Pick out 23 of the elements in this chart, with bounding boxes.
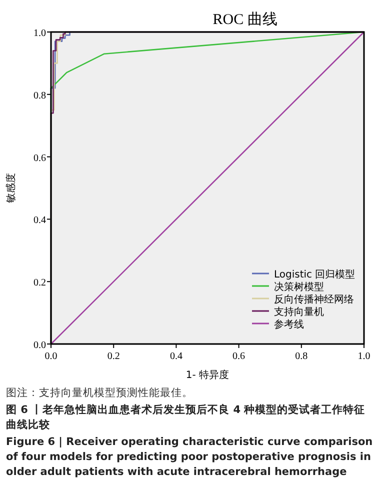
legend-label: 参考线 xyxy=(274,318,304,330)
y-tick-label: 0.0 xyxy=(34,340,46,351)
y-tick-label: 0.4 xyxy=(34,215,46,226)
y-tick-label: 0.8 xyxy=(34,90,46,102)
x-tick-label: 0.2 xyxy=(107,351,120,362)
caption: Figure 6 | Receiver operating characteristic curve comparison of four models for predicting poor postoperative prognosis in older adult patients with acute intracerebral hemorrhage xyxy=(6,435,374,480)
x-axis-title: 1- 特异度 xyxy=(186,369,230,381)
legend-label: 决策树模型 xyxy=(274,281,324,293)
x-tick-label: 1.0 xyxy=(358,351,370,362)
x-tick-label: 0.0 xyxy=(44,351,58,362)
x-tick-label: 0.8 xyxy=(295,351,308,362)
caption: 图 6 丨老年急性脑出血患者术后发生预后不良 4 种模型的受试者工作特征曲线比较 xyxy=(6,403,366,433)
text: 图注：支持向量机模型预测性能最佳。 xyxy=(6,386,194,401)
x-tick-label: 0.4 xyxy=(170,351,182,362)
x-tick-label: 0.6 xyxy=(232,351,246,362)
y-tick-label: 1.0 xyxy=(34,28,46,39)
y-tick-label: 0.2 xyxy=(34,278,46,289)
legend-label: 反向传播神经网络 xyxy=(274,294,354,306)
chart-title: ROC 曲线 xyxy=(212,11,278,28)
y-axis-title: 敏感度 xyxy=(5,173,17,203)
y-tick-label: 0.6 xyxy=(34,152,46,164)
legend-label: 支持向量机 xyxy=(274,306,324,318)
legend-label: Logistic 回归模型 xyxy=(274,268,356,280)
